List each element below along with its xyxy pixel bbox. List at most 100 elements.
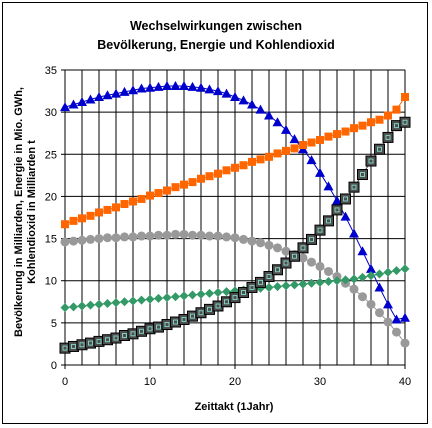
data-point [383,317,393,327]
data-point-inner [309,236,314,242]
data-point [324,277,333,287]
data-point [391,314,402,324]
data-point-inner [275,267,280,273]
data-point [265,152,273,161]
y-tick-label: 35 [45,65,57,77]
data-point-inner [292,253,297,259]
data-point [392,327,401,337]
data-point [153,81,164,91]
data-point [111,233,121,243]
data-point [69,302,78,312]
data-point [154,293,163,303]
data-point [222,166,231,175]
data-point [366,271,376,281]
data-point [120,232,129,242]
data-point [248,157,256,166]
data-point [264,240,274,250]
data-point [137,295,146,305]
data-point [324,132,333,141]
data-point [256,155,265,164]
data-point-inner [241,290,246,296]
data-point-inner [266,274,272,279]
data-point [112,203,120,212]
data-point [307,278,316,288]
series-2 [61,92,409,229]
data-point [365,155,377,167]
data-point [95,208,103,217]
data-point-inner [190,313,195,319]
data-point [324,266,333,276]
data-point-inner [394,123,399,129]
data-point [315,167,325,177]
data-point [399,116,411,128]
data-point [273,243,282,253]
data-point-inner [283,260,289,266]
data-point-inner [224,299,229,305]
data-point [179,229,189,239]
data-point [247,236,257,246]
data-point [180,180,188,189]
data-point [307,257,316,267]
data-point [120,297,129,307]
data-point [85,94,96,104]
data-point-inner [377,146,382,152]
data-point [366,299,376,309]
data-point [77,235,87,245]
data-point [367,118,375,127]
data-point [289,250,300,262]
series-layer [59,81,411,354]
series-1 [60,81,410,324]
data-point [375,269,384,279]
data-point [222,232,231,242]
data-point [94,91,104,101]
data-point-inner [207,306,212,312]
data-point [375,115,384,124]
data-point [392,266,401,276]
data-point-inner [402,119,408,125]
data-point [350,124,358,133]
data-point-inner [173,319,178,325]
data-point [358,272,367,282]
data-point [332,276,342,286]
data-point [103,298,112,308]
data-point [204,84,215,94]
data-point [69,236,78,246]
data-point [128,85,138,95]
data-point [331,204,343,216]
data-point [171,229,180,239]
data-point [205,231,214,241]
data-point-inner [88,340,93,346]
data-point-inner [156,324,161,330]
data-point [375,308,384,318]
data-point [341,275,350,285]
data-point [323,181,334,191]
data-point [400,338,410,348]
data-point [263,271,275,282]
data-point-inner [317,227,323,233]
data-point [230,233,240,243]
data-point [323,215,334,227]
grid [65,69,406,365]
data-point [272,264,283,276]
data-point [333,130,341,139]
data-point [290,144,299,153]
data-point-inner [334,207,340,213]
data-point-inner [249,284,255,290]
data-point-inner [215,303,221,309]
data-point [306,233,317,245]
data-point [282,146,290,155]
data-point [69,216,78,225]
data-point [179,81,189,91]
data-point [400,264,410,274]
data-point [60,237,70,247]
data-point [297,242,309,254]
data-point-inner [343,196,348,202]
data-point-inner [62,345,68,351]
data-point-inner [71,343,76,349]
data-point-inner [79,342,85,348]
data-point [366,263,376,273]
data-point [340,211,351,221]
data-point [188,230,197,240]
data-point-inner [164,322,170,328]
